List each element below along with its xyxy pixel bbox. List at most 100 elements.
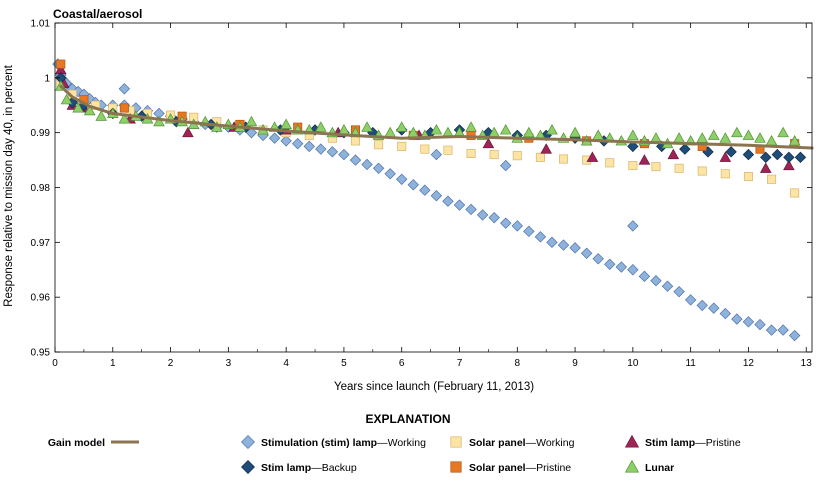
legend-swatch xyxy=(624,434,640,448)
data-point-stim-backup xyxy=(725,146,737,158)
data-point-stim-pristine xyxy=(586,151,599,162)
legend-item-stim-working: Stimulation (stim) lamp—Working xyxy=(241,435,426,449)
data-point-stim-pristine xyxy=(719,151,732,162)
data-point-stim-working xyxy=(407,179,419,191)
data-point-stim-working xyxy=(315,143,327,155)
data-point-stim-working xyxy=(476,209,489,221)
x-tick-label: 12 xyxy=(743,358,755,369)
legend-item-lunar: Lunar xyxy=(624,459,674,474)
data-point-stim-working xyxy=(338,148,350,161)
data-point-lunar xyxy=(118,113,131,124)
legend-swatch xyxy=(241,435,255,449)
data-point-lunar xyxy=(72,102,84,113)
data-point-lunar xyxy=(754,132,766,143)
data-point-stim-pristine xyxy=(482,137,495,149)
data-point-lunar xyxy=(627,129,639,140)
legend-label: Solar panel—Working xyxy=(469,437,575,449)
data-point-solar-working xyxy=(628,161,638,171)
y-tick-label: 1 xyxy=(44,73,50,84)
data-point-stim-working xyxy=(650,275,662,287)
data-point-stim-backup xyxy=(760,151,772,164)
data-point-stim-working xyxy=(788,329,801,342)
data-point-stim-working xyxy=(684,294,697,306)
data-point-stim-working xyxy=(118,83,131,95)
data-point-lunar xyxy=(95,110,108,121)
data-point-stim-pristine xyxy=(759,162,772,173)
plot-area xyxy=(52,58,814,342)
data-point-solar-working xyxy=(605,158,615,168)
data-point-stim-working xyxy=(303,140,315,153)
data-point-stim-pristine xyxy=(540,143,552,154)
data-point-stim-backup xyxy=(783,151,795,164)
data-point-stim-working xyxy=(488,211,500,224)
legend-label: Stimulation (stim) lamp—Working xyxy=(261,437,426,449)
data-point-stim-backup xyxy=(742,148,755,161)
data-point-stim-working xyxy=(777,324,789,336)
data-point-solar-working xyxy=(466,148,476,159)
x-tick-label: 0 xyxy=(52,358,58,369)
data-point-lunar xyxy=(60,93,73,105)
data-point-lunar xyxy=(592,129,604,140)
legend-title: EXPLANATION xyxy=(365,412,450,426)
data-point-lunar xyxy=(280,118,292,129)
legend-label: Lunar xyxy=(645,462,674,474)
series-stim-working xyxy=(52,58,801,342)
x-tick-label: 2 xyxy=(168,358,174,369)
data-point-stim-working xyxy=(592,253,604,265)
data-point-lunar xyxy=(430,124,443,135)
data-point-stim-working xyxy=(419,184,431,196)
data-point-stim-working xyxy=(627,220,639,232)
data-point-stim-working xyxy=(292,137,304,150)
data-point-stim-working xyxy=(742,316,755,328)
data-point-stim-working xyxy=(627,264,639,276)
data-point-lunar xyxy=(315,121,327,132)
data-point-solar-working xyxy=(489,150,499,160)
data-point-stim-working xyxy=(661,280,674,292)
data-point-stim-working xyxy=(580,247,593,259)
data-point-stim-working xyxy=(754,318,766,331)
data-point-solar-working xyxy=(512,151,522,161)
data-point-stim-working xyxy=(708,302,720,314)
x-tick-label: 8 xyxy=(515,358,521,369)
data-point-solar-working xyxy=(697,166,707,176)
data-point-stim-backup xyxy=(627,140,639,153)
data-point-stim-working xyxy=(557,239,570,251)
data-point-lunar xyxy=(569,126,581,138)
data-point-stim-working xyxy=(396,173,408,185)
data-point-lunar xyxy=(153,115,165,127)
data-point-stim-working xyxy=(430,190,443,202)
data-point-lunar xyxy=(395,121,408,132)
data-point-stim-pristine xyxy=(667,148,680,160)
legend-label: Solar panel—Pristine xyxy=(469,462,571,474)
x-tick-label: 11 xyxy=(685,358,696,369)
legend-item-solar-pristine: Solar panel—Pristine xyxy=(450,461,571,474)
data-point-lunar xyxy=(673,132,685,143)
data-point-solar-working xyxy=(420,144,430,154)
y-tick-label: 0.97 xyxy=(31,238,51,249)
data-point-lunar xyxy=(707,129,720,140)
data-point-stim-working xyxy=(372,162,385,175)
data-point-solar-pristine xyxy=(56,59,66,69)
data-point-stim-working xyxy=(442,195,454,207)
data-point-stim-working xyxy=(523,225,535,238)
x-tick-label: 4 xyxy=(283,358,289,369)
legend-swatch xyxy=(450,461,462,473)
gain-model-line xyxy=(59,84,814,150)
data-point-solar-working xyxy=(674,163,684,173)
y-tick-label: 0.99 xyxy=(31,128,51,139)
x-tick-label: 7 xyxy=(457,358,463,369)
data-point-solar-working xyxy=(374,140,384,150)
data-point-solar-working xyxy=(559,154,569,164)
data-point-stim-working xyxy=(268,132,281,144)
data-point-stim-working xyxy=(731,313,743,325)
data-point-stim-working xyxy=(349,154,362,166)
data-point-stim-working xyxy=(384,168,396,180)
data-point-stim-working xyxy=(719,307,732,320)
data-point-stim-working xyxy=(245,126,258,139)
data-point-stim-working xyxy=(534,231,547,243)
data-point-solar-working xyxy=(720,169,730,179)
y-tick-label: 0.96 xyxy=(31,293,51,304)
data-point-stim-pristine xyxy=(783,159,795,171)
data-point-lunar xyxy=(523,126,535,138)
